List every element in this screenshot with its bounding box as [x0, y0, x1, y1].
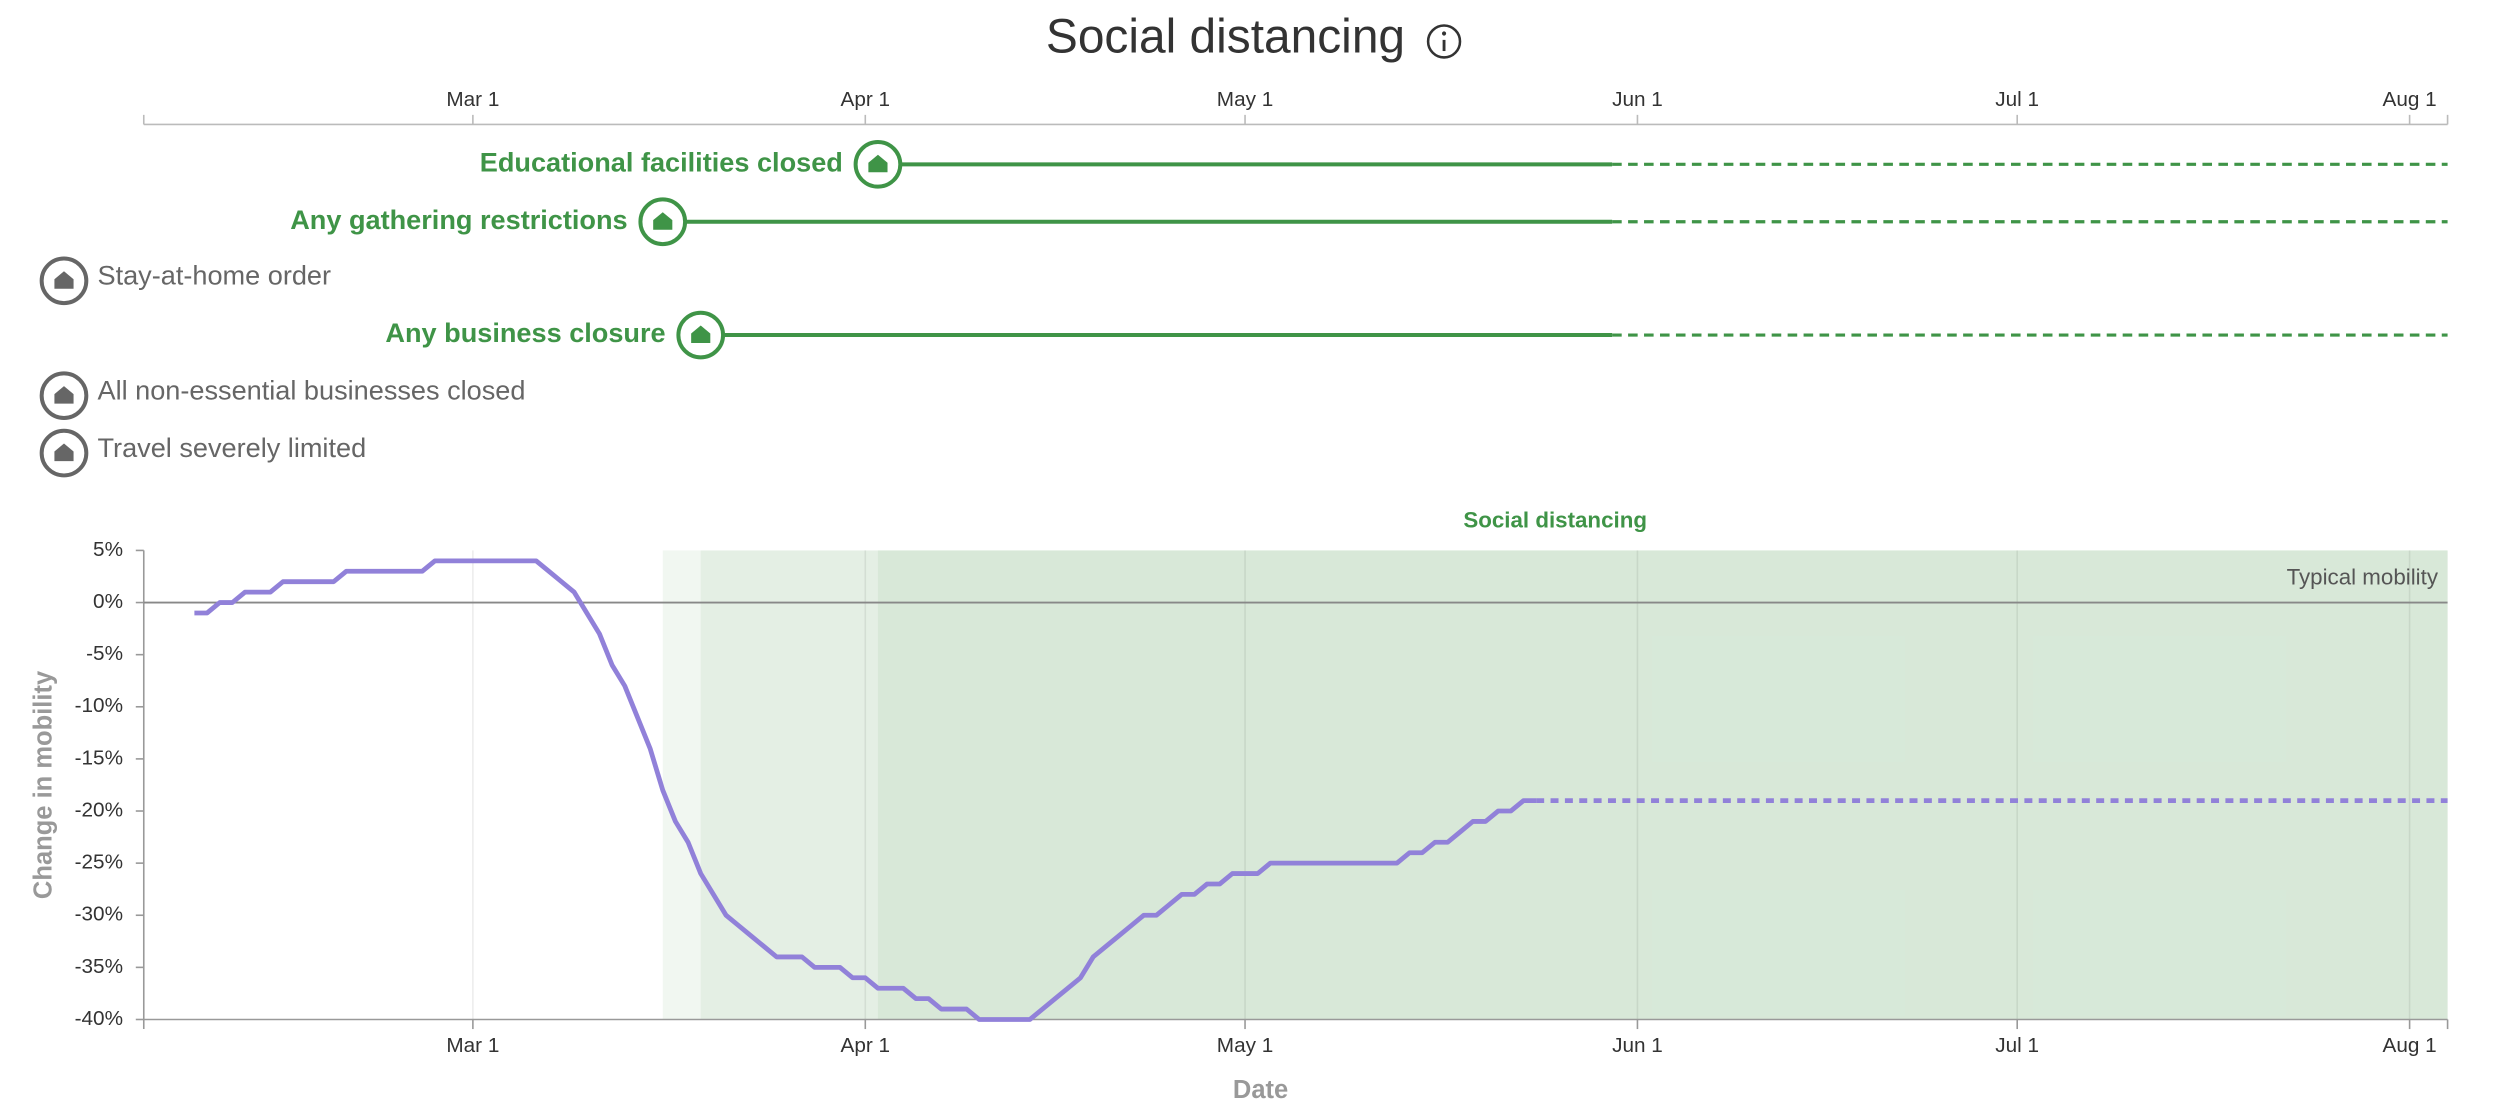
y-tick-label: 0% — [93, 590, 123, 613]
band-label: Social distancing — [1463, 508, 1647, 533]
x-tick-label: May 1 — [1217, 1034, 1273, 1057]
intervention-shade — [877, 550, 2448, 1020]
timeline-tick-label: May 1 — [1217, 88, 1273, 111]
y-tick-label: -35% — [75, 955, 123, 978]
y-axis-label: Change in mobility — [30, 670, 58, 899]
intervention-label: Any gathering restrictions — [290, 204, 627, 235]
timeline-tick-label: Apr 1 — [841, 88, 891, 111]
intervention-label: Any business closure — [385, 317, 665, 348]
timeline-tick-label: Mar 1 — [446, 88, 499, 111]
mobility-line — [194, 558, 1537, 1022]
y-tick-label: -40% — [75, 1007, 123, 1030]
icon-glyph — [54, 443, 74, 462]
x-tick-label: Mar 1 — [446, 1034, 499, 1057]
icon-glyph — [653, 212, 673, 230]
icon-glyph — [54, 386, 74, 404]
intervention-shade — [662, 550, 2448, 1020]
y-tick-label: -30% — [75, 903, 123, 926]
x-axis-label: Date — [1233, 1076, 1288, 1104]
icon-glyph — [868, 154, 888, 173]
intervention-label: Travel severely limited — [97, 432, 366, 463]
y-tick-label: -20% — [75, 799, 123, 822]
intervention-shade — [700, 550, 2448, 1020]
reference-label: Typical mobility — [2287, 565, 2439, 590]
timeline-tick-label: Jul 1 — [1995, 88, 2039, 111]
intervention-label: All non-essential businesses closed — [97, 375, 525, 406]
y-tick-label: -5% — [86, 642, 123, 665]
info-icon[interactable] — [1426, 24, 1462, 59]
x-tick-label: Aug 1 — [2383, 1034, 2437, 1057]
icon-glyph — [691, 325, 711, 344]
intervention-label: Stay-at-home order — [97, 260, 331, 291]
x-tick-label: Jul 1 — [1995, 1034, 2039, 1057]
y-tick-label: -15% — [75, 746, 123, 769]
x-tick-label: Apr 1 — [841, 1034, 891, 1057]
page-title: Social distancing — [1046, 11, 1405, 64]
y-tick-label: -25% — [75, 851, 123, 874]
y-tick-label: 5% — [93, 538, 123, 561]
timeline-tick-label: Aug 1 — [2383, 88, 2437, 111]
x-tick-label: Jun 1 — [1612, 1034, 1663, 1057]
intervention-label: Educational facilities closed — [480, 146, 843, 177]
icon-glyph — [54, 271, 74, 289]
timeline-tick-label: Jun 1 — [1612, 88, 1663, 111]
y-tick-label: -10% — [75, 694, 123, 717]
